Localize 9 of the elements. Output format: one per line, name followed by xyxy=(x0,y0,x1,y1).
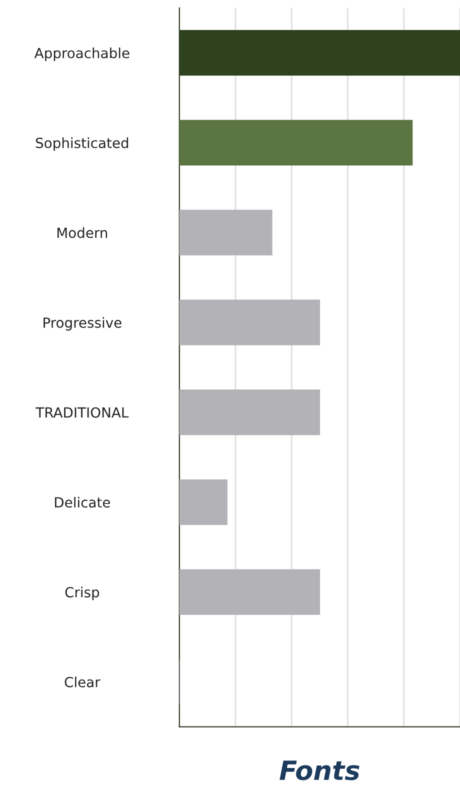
y-tick-label: Approachable xyxy=(34,48,130,61)
y-tick-label: Delicate xyxy=(54,496,110,508)
y-tick-label: Progressive xyxy=(44,317,122,331)
text: Fonts xyxy=(280,760,360,780)
y-tick-label: Sophisticated xyxy=(36,137,128,151)
y-tick-label: Clear xyxy=(64,676,100,688)
y-tick-label: Crisp xyxy=(65,586,100,600)
y-tick-label: Modern xyxy=(57,227,108,238)
y-tick-label: TRADITIONAL xyxy=(36,407,129,418)
